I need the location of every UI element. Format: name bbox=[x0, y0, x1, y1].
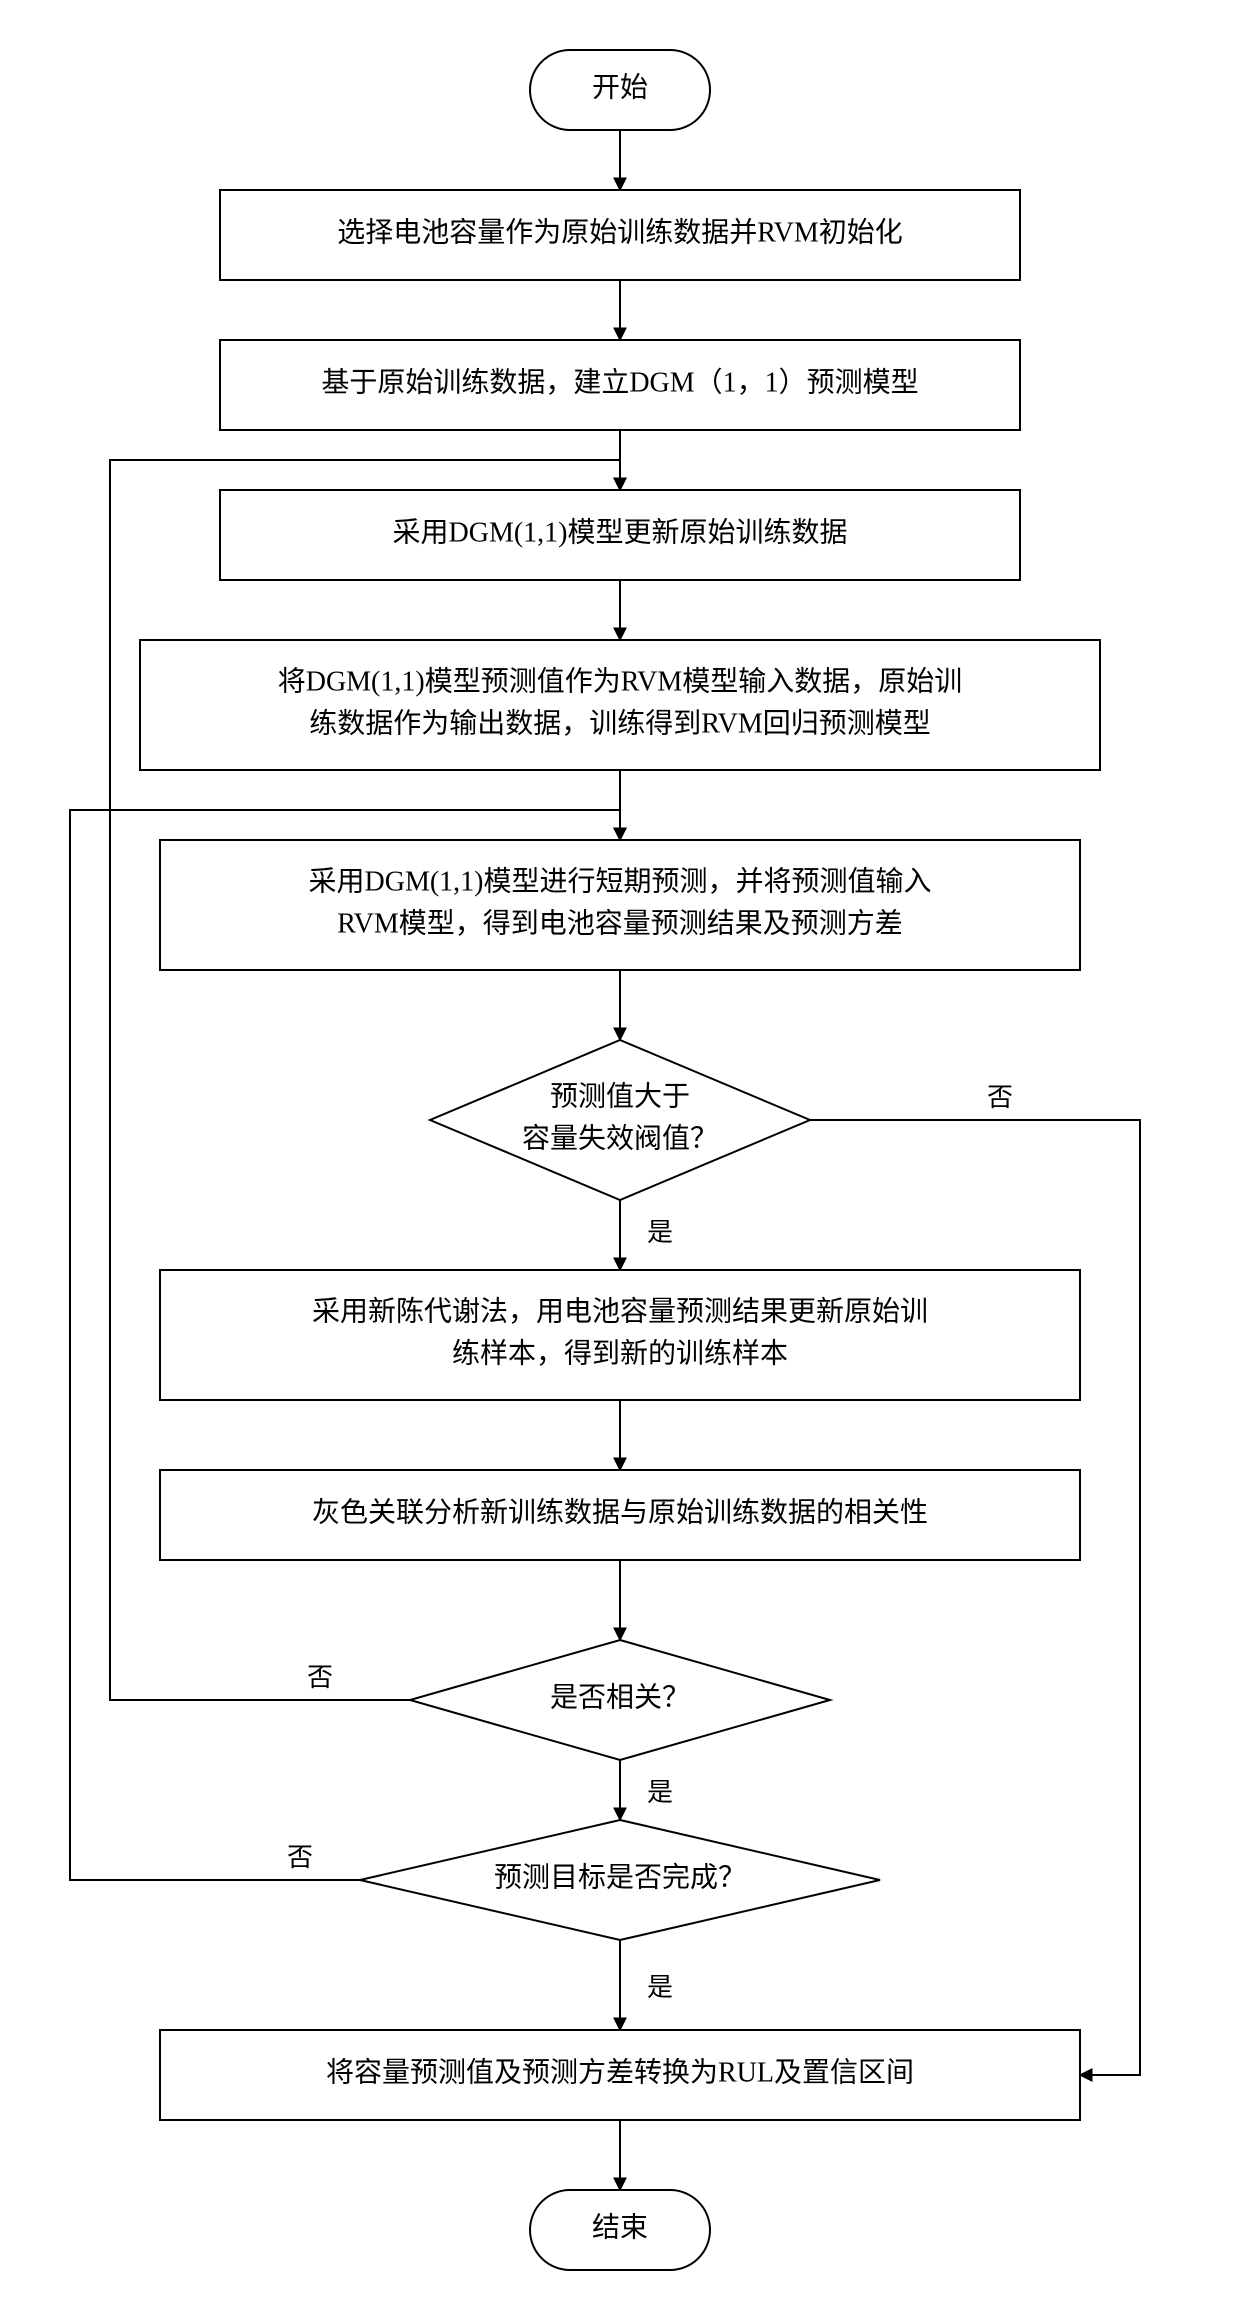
terminal-label-end: 结束 bbox=[592, 2211, 648, 2243]
process-label-p7: 灰色关联分析新训练数据与原始训练数据的相关性 bbox=[312, 1496, 928, 1528]
process-p5 bbox=[160, 840, 1080, 970]
process-label-p1: 选择电池容量作为原始训练数据并RVM初始化 bbox=[337, 216, 903, 248]
flowchart-canvas: 是否是否是否开始结束选择电池容量作为原始训练数据并RVM初始化基于原始训练数据，… bbox=[0, 0, 1240, 2315]
process-label-p3: 采用DGM(1,1)模型更新原始训练数据 bbox=[393, 516, 848, 548]
process-label-p6: 练样本，得到新的训练样本 bbox=[452, 1337, 788, 1369]
process-p4 bbox=[140, 640, 1100, 770]
decision-label-d3: 预测目标是否完成？ bbox=[494, 1861, 746, 1893]
process-label-p6: 采用新陈代谢法，用电池容量预测结果更新原始训 bbox=[312, 1295, 928, 1327]
process-label-p4: 将DGM(1,1)模型预测值作为RVM模型输入数据，原始训 bbox=[278, 665, 963, 697]
process-label-p4: 练数据作为输出数据，训练得到RVM回归预测模型 bbox=[309, 707, 931, 739]
edge-label-e_d1_yes: 是 bbox=[647, 1218, 673, 1247]
process-label-p2: 基于原始训练数据，建立DGM（1，1）预测模型 bbox=[321, 366, 918, 398]
edge-label-e_d2_no: 否 bbox=[307, 1663, 333, 1692]
decision-label-d1: 预测值大于 bbox=[550, 1080, 690, 1112]
edge-label-e_d3_yes: 是 bbox=[647, 1973, 673, 2002]
process-label-p5: RVM模型，得到电池容量预测结果及预测方差 bbox=[337, 907, 903, 939]
decision-label-d2: 是否相关？ bbox=[550, 1681, 690, 1713]
decision-d1 bbox=[430, 1040, 810, 1200]
edge-e_d1_no bbox=[810, 1120, 1140, 2075]
process-p6 bbox=[160, 1270, 1080, 1400]
edge-label-e_d1_no: 否 bbox=[987, 1083, 1013, 1112]
edge-label-e_d2_yes: 是 bbox=[647, 1778, 673, 1807]
process-label-p8: 将容量预测值及预测方差转换为RUL及置信区间 bbox=[326, 2056, 914, 2088]
edge-label-e_d3_no: 否 bbox=[287, 1843, 313, 1872]
decision-label-d1: 容量失效阀值？ bbox=[522, 1122, 718, 1154]
process-label-p5: 采用DGM(1,1)模型进行短期预测，并将预测值输入 bbox=[309, 865, 932, 897]
terminal-label-start: 开始 bbox=[592, 71, 648, 103]
